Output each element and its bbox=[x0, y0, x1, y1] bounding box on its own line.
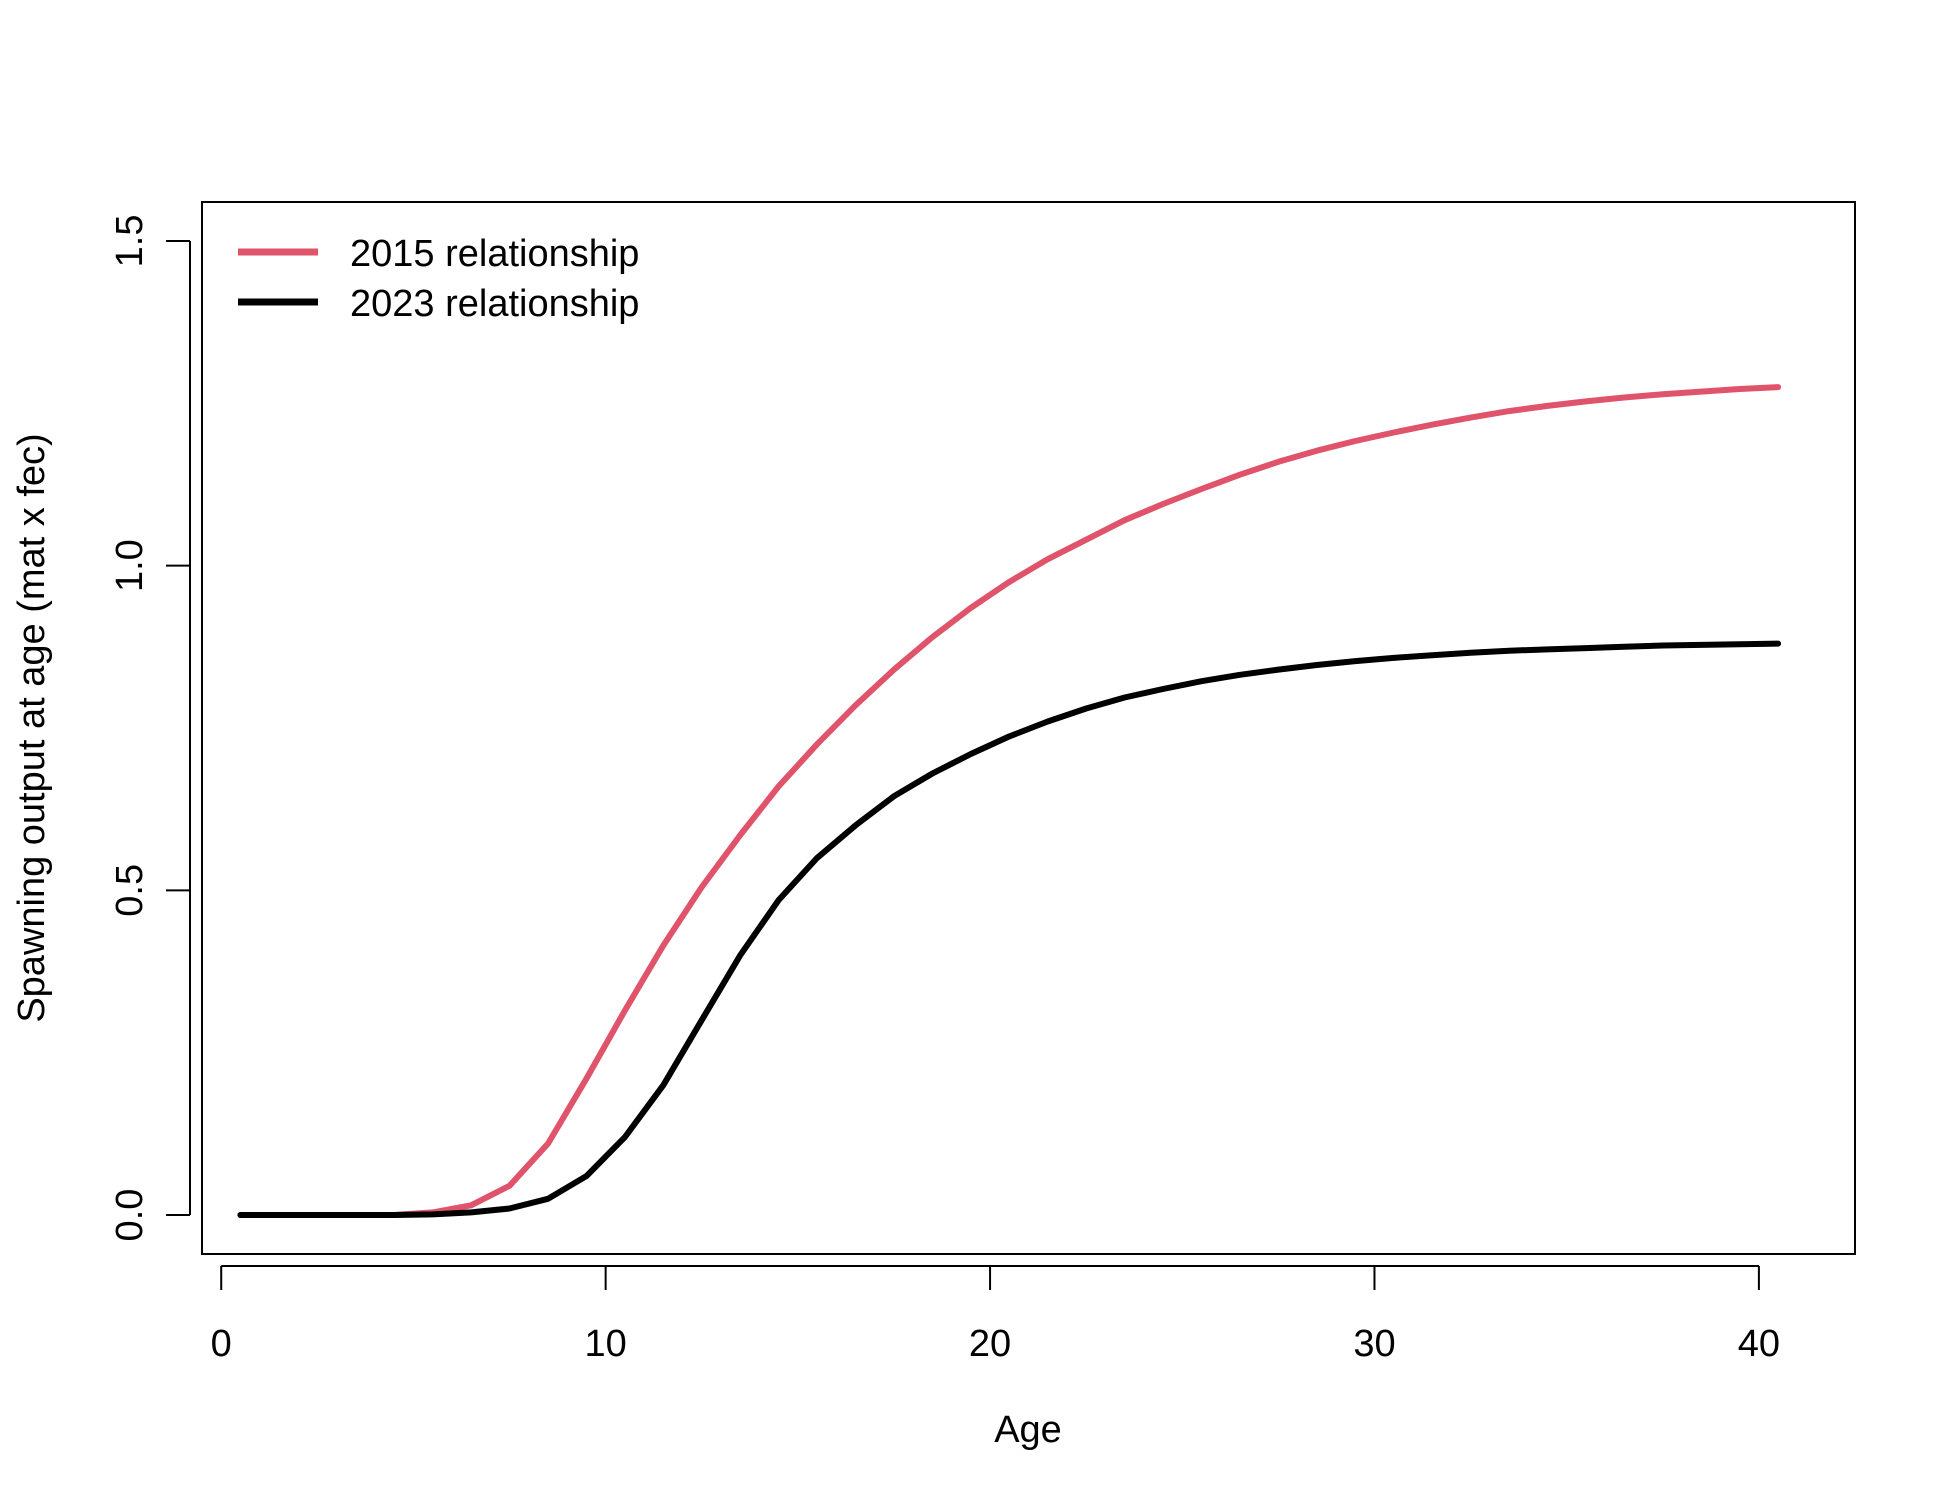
plot-frame bbox=[201, 201, 1856, 1255]
y-axis-label: Spawning output at age (mat x fec) bbox=[11, 433, 53, 1022]
y-tick-label: 0.0 bbox=[109, 1189, 151, 1242]
y-tick-label: 1.0 bbox=[109, 539, 151, 592]
series-line-2015 bbox=[237, 384, 1782, 1218]
y-axis: 0.0 0.5 1.0 1.5 bbox=[109, 215, 191, 1242]
series-line-2023 bbox=[237, 640, 1782, 1218]
x-tick-label: 0 bbox=[211, 1323, 232, 1365]
y-tick-label: 0.5 bbox=[109, 864, 151, 917]
y-tick-label: 1.5 bbox=[109, 215, 151, 268]
legend-label-2015: 2015 relationship bbox=[350, 233, 639, 275]
legend-label-2023: 2023 relationship bbox=[350, 283, 639, 325]
x-tick-label: 30 bbox=[1353, 1323, 1395, 1365]
x-tick-label: 40 bbox=[1738, 1323, 1780, 1365]
legend: 2015 relationship 2023 relationship bbox=[238, 233, 639, 325]
x-tick-label: 20 bbox=[969, 1323, 1011, 1365]
x-tick-label: 10 bbox=[584, 1323, 626, 1365]
series-layer bbox=[237, 384, 1782, 1218]
x-axis: 0 10 20 30 40 bbox=[211, 1265, 1780, 1365]
x-axis-label: Age bbox=[994, 1409, 1062, 1451]
